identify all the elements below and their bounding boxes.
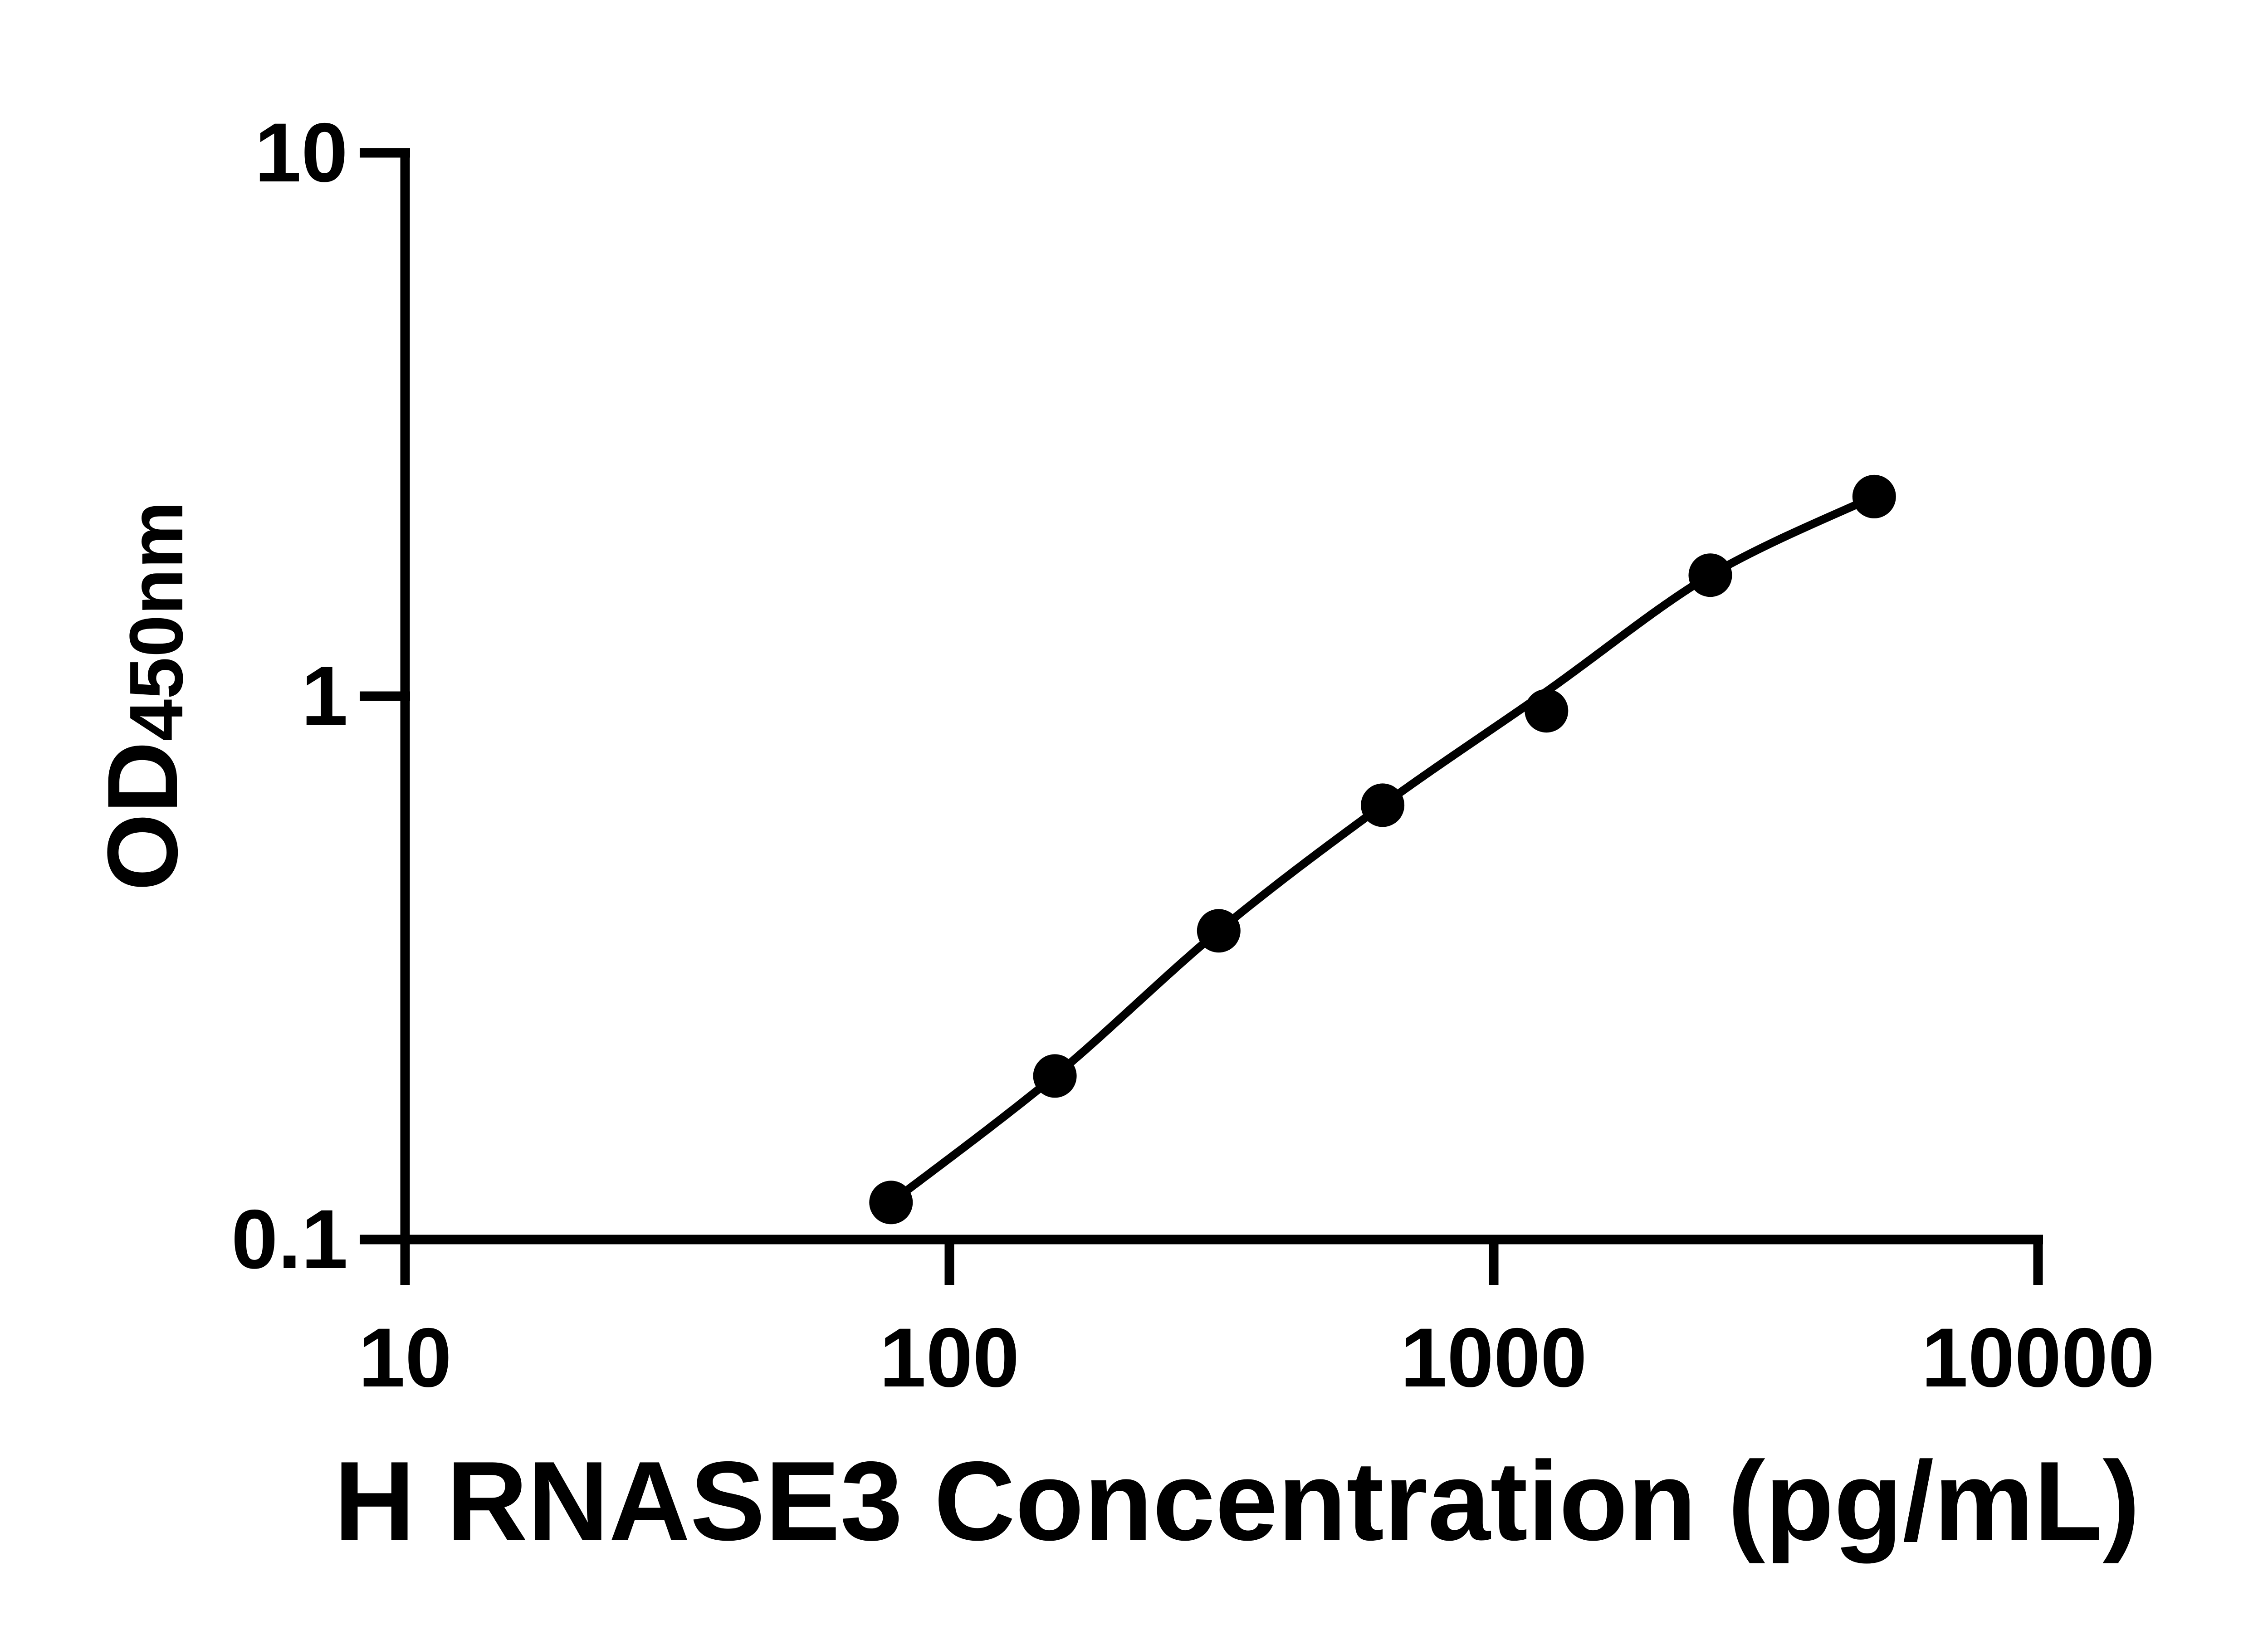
y-tick-label: 0.1: [231, 1193, 348, 1286]
x-axis-title: H RNASE3 Concentration (pg/mL): [334, 1438, 2140, 1564]
x-tick-label: 100: [880, 1311, 1020, 1405]
data-point-marker: [1688, 553, 1732, 597]
y-axis-tick-labels: 0.1 1 10: [231, 106, 348, 1286]
y-tick-label: 1: [301, 649, 348, 743]
data-point-marker: [1361, 783, 1405, 827]
x-tick-label: 10000: [1921, 1311, 2155, 1405]
x-tick-label: 10: [358, 1311, 452, 1405]
y-axis-title: OD450nm: [87, 501, 199, 891]
standard-curve-line: [887, 492, 1878, 1207]
y-axis-title-sub: 450nm: [114, 501, 199, 741]
y-tick-label: 10: [254, 106, 348, 200]
data-point-marker: [1525, 689, 1569, 733]
x-axis-tick-labels: 10 100 1000 10000: [358, 1311, 2155, 1405]
data-point-marker: [1033, 1054, 1077, 1098]
data-point-marker: [1852, 474, 1896, 518]
axis-spines: [400, 153, 2043, 1245]
data-point-markers: [869, 474, 1896, 1225]
data-point-marker: [1197, 909, 1241, 953]
data-point-marker: [869, 1181, 913, 1225]
x-tick-label: 1000: [1400, 1311, 1587, 1405]
y-axis-title-main: OD: [87, 742, 198, 891]
x-axis-ticks: [400, 1240, 2043, 1285]
